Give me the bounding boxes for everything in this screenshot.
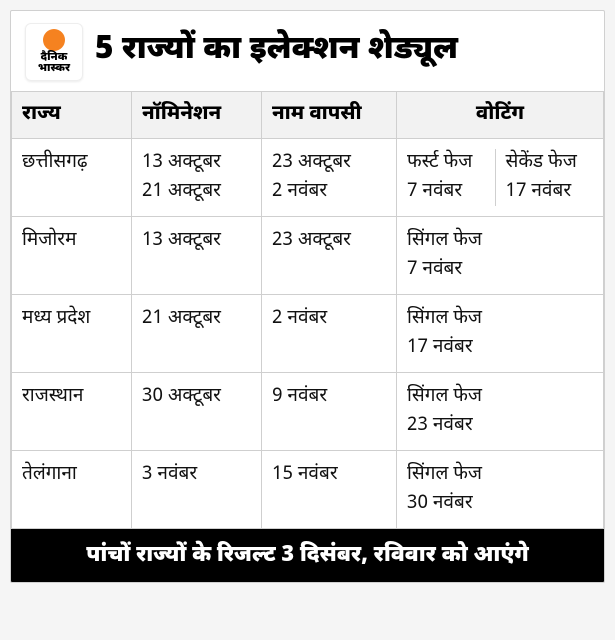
cell-withdrawal: 23 अक्टूबर (262, 217, 397, 295)
cell-state: राजस्थान (12, 373, 132, 451)
voting-phase: सेकेंड फेज17 नवंबर (495, 149, 594, 206)
cell-voting: फर्स्ट फेज7 नवंबरसेकेंड फेज17 नवंबर (397, 139, 604, 217)
table-row: मिजोरम13 अक्टूबर23 अक्टूबरसिंगल फेज7 नवं… (12, 217, 604, 295)
cell-voting: सिंगल फेज23 नवंबर (397, 373, 604, 451)
cell-nomination: 21 अक्टूबर (132, 295, 262, 373)
cell-nomination: 13 अक्टूबर (132, 217, 262, 295)
col-voting: वोटिंग (397, 92, 604, 139)
cell-withdrawal: 23 अक्टूबर2 नवंबर (262, 139, 397, 217)
cell-nomination: 3 नवंबर (132, 451, 262, 529)
cell-withdrawal: 9 नवंबर (262, 373, 397, 451)
table-header-row: राज्य नॉमिनेशन नाम वापसी वोटिंग (12, 92, 604, 139)
schedule-table: राज्य नॉमिनेशन नाम वापसी वोटिंग छत्तीसगढ… (11, 91, 604, 529)
cell-state: तेलंगाना (12, 451, 132, 529)
table-row: तेलंगाना3 नवंबर15 नवंबरसिंगल फेज30 नवंबर (12, 451, 604, 529)
cell-state: मध्य प्रदेश (12, 295, 132, 373)
brand-text-2: भास्कर (38, 64, 70, 75)
cell-state: मिजोरम (12, 217, 132, 295)
col-nomination: नॉमिनेशन (132, 92, 262, 139)
brand-dot-icon (43, 29, 65, 51)
col-withdrawal: नाम वापसी (262, 92, 397, 139)
cell-voting: सिंगल फेज7 नवंबर (397, 217, 604, 295)
cell-state: छत्तीसगढ़ (12, 139, 132, 217)
table-row: मध्य प्रदेश21 अक्टूबर2 नवंबरसिंगल फेज17 … (12, 295, 604, 373)
header: दैनिक भास्कर 5 राज्यों का इलेक्शन शेड्यू… (11, 11, 604, 91)
voting-phase: फर्स्ट फेज7 नवंबर (407, 149, 495, 206)
cell-voting: सिंगल फेज17 नवंबर (397, 295, 604, 373)
cell-nomination: 13 अक्टूबर21 अक्टूबर (132, 139, 262, 217)
cell-withdrawal: 15 नवंबर (262, 451, 397, 529)
cell-voting: सिंगल फेज30 नवंबर (397, 451, 604, 529)
cell-nomination: 30 अक्टूबर (132, 373, 262, 451)
table-row: राजस्थान30 अक्टूबर9 नवंबरसिंगल फेज23 नवं… (12, 373, 604, 451)
col-state: राज्य (12, 92, 132, 139)
page-title: 5 राज्यों का इलेक्शन शेड्यूल (95, 34, 458, 69)
brand-logo: दैनिक भास्कर (25, 23, 83, 81)
election-schedule-card: दैनिक भास्कर 5 राज्यों का इलेक्शन शेड्यू… (10, 10, 605, 583)
table-row: छत्तीसगढ़13 अक्टूबर21 अक्टूबर23 अक्टूबर2… (12, 139, 604, 217)
footer-note: पांचों राज्यों के रिजल्ट 3 दिसंबर, रविवा… (11, 529, 604, 582)
cell-withdrawal: 2 नवंबर (262, 295, 397, 373)
